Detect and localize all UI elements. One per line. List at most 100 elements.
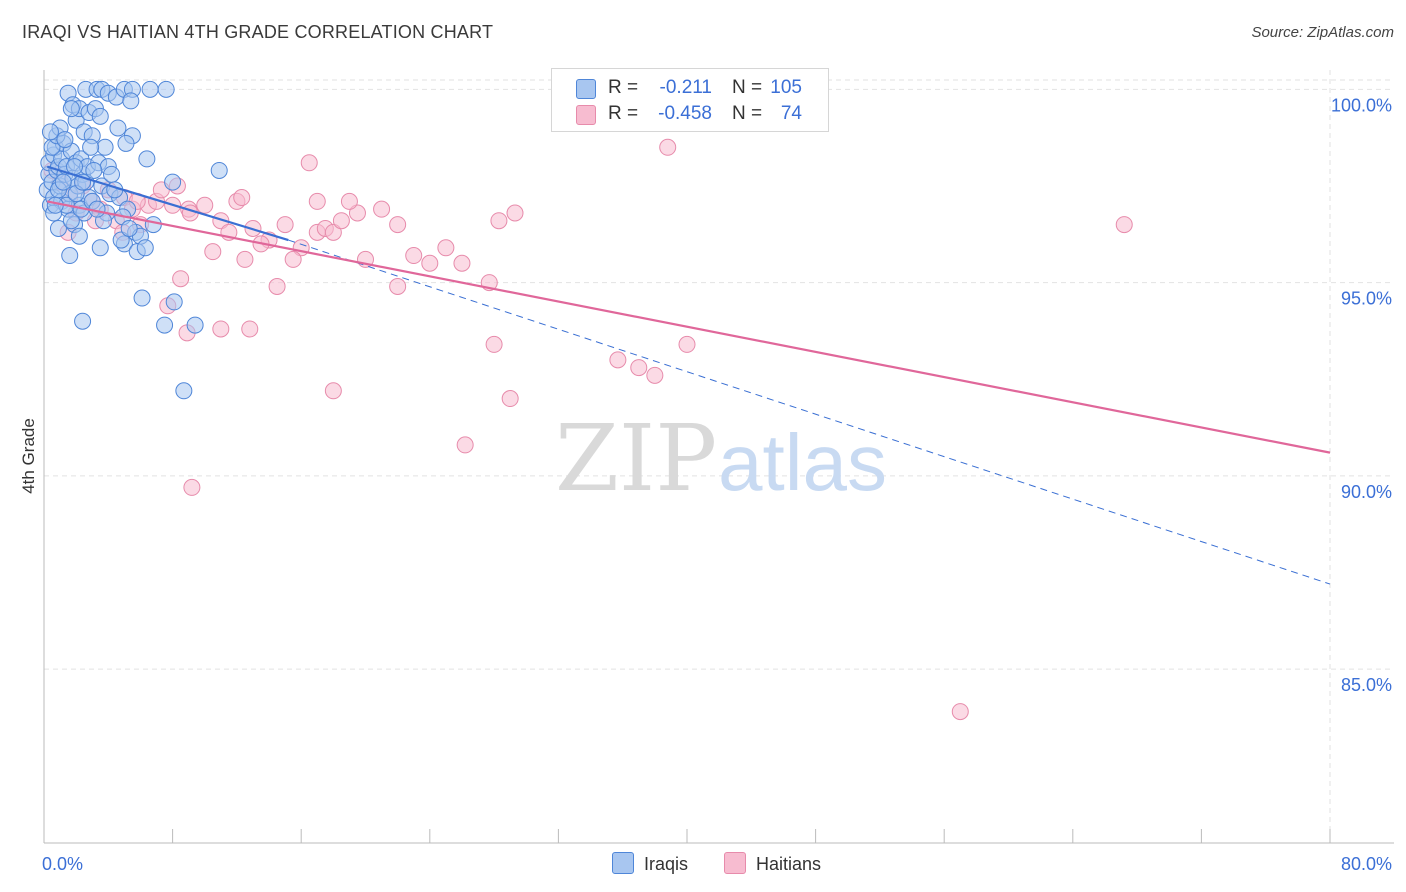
- iraqi-point: [122, 92, 140, 110]
- iraqi-point: [41, 123, 59, 141]
- haitian-point: [646, 366, 664, 384]
- haitian-point: [332, 212, 350, 230]
- haitian-swatch: [576, 105, 596, 125]
- haitian-point: [276, 216, 294, 234]
- iraqi-point: [96, 138, 114, 156]
- iraqi-point: [103, 165, 121, 183]
- chart-title: IRAQI VS HAITIAN 4TH GRADE CORRELATION C…: [22, 22, 494, 42]
- haitian-point: [609, 351, 627, 369]
- haitian-points: [43, 80, 1133, 721]
- bottom-legend-label: Haitians: [756, 854, 822, 874]
- y-tick-label: 85.0%: [1341, 675, 1392, 695]
- legend-n-value: 105: [770, 77, 802, 98]
- iraqi-point: [70, 227, 88, 245]
- iraqi-points: [38, 80, 228, 400]
- iraqi-point: [54, 173, 72, 191]
- haitian-point: [389, 216, 407, 234]
- iraqi-point: [175, 382, 193, 400]
- stats-legend: R = -0.211 N = 105 R = -0.458 N = 74: [551, 68, 829, 132]
- haitian-trend-line: [47, 200, 1331, 454]
- legend-r-value: -0.211: [659, 77, 712, 98]
- haitian-point: [506, 204, 524, 222]
- haitian-point: [437, 239, 455, 257]
- haitian-point: [421, 254, 439, 272]
- iraqi-point: [138, 150, 156, 168]
- watermark-atlas: atlas: [718, 418, 887, 507]
- haitian-point: [1115, 216, 1133, 234]
- haitian-point: [268, 277, 286, 295]
- iraqi-point: [62, 212, 80, 230]
- y-tick-label: 90.0%: [1341, 482, 1392, 502]
- axis-labels: 85.0% 90.0% 95.0% 100.0% 0.0% 80.0% 4th Grade: [19, 95, 1392, 874]
- haitian-point: [389, 277, 407, 295]
- bottom-legend-haitians: Haitians: [724, 852, 821, 875]
- iraqi-point: [85, 161, 103, 179]
- haitian-point: [212, 212, 230, 230]
- iraqi-point: [74, 312, 92, 330]
- iraqi-point: [133, 289, 151, 307]
- iraqi-point: [120, 219, 138, 237]
- y-axis-title: 4th Grade: [19, 418, 38, 494]
- haitian-point: [678, 335, 696, 353]
- haitian-point: [405, 247, 423, 265]
- haitian-point: [212, 320, 230, 338]
- iraqi-point: [144, 216, 162, 234]
- iraqi-point: [164, 173, 182, 191]
- iraqi-point: [186, 316, 204, 334]
- haitian-point: [324, 223, 342, 241]
- legend-n-value: 74: [780, 103, 802, 124]
- axes: [43, 70, 1394, 844]
- haitian-point: [196, 196, 214, 214]
- haitian-swatch: [724, 852, 746, 874]
- watermark-zip: ZIP: [555, 405, 717, 512]
- haitian-point: [241, 320, 259, 338]
- haitian-point: [348, 204, 366, 222]
- haitian-point: [308, 192, 326, 210]
- legend-row-iraqis: R = -0.211 N = 105: [552, 75, 828, 101]
- legend-r-label: R =: [608, 77, 639, 98]
- haitian-point: [172, 270, 190, 288]
- iraqi-point: [156, 316, 174, 334]
- haitian-point: [324, 382, 342, 400]
- x-tick-label: 80.0%: [1341, 854, 1392, 874]
- haitian-point: [490, 212, 508, 230]
- haitian-point: [456, 436, 474, 454]
- iraqi-point: [136, 239, 154, 257]
- haitian-point: [951, 703, 969, 721]
- y-tick-label: 100.0%: [1331, 95, 1392, 115]
- iraqi-point: [91, 239, 109, 257]
- source-label: Source: ZipAtlas.com: [1251, 24, 1394, 41]
- iraqi-point: [46, 196, 64, 214]
- legend-n-label: N =: [732, 77, 763, 98]
- legend-row-haitians: R = -0.458 N = 74: [552, 101, 828, 127]
- iraqi-point: [157, 80, 175, 98]
- y-tick-label: 95.0%: [1341, 289, 1392, 309]
- haitian-point: [340, 192, 358, 210]
- haitian-point: [659, 138, 677, 156]
- haitian-point: [373, 200, 391, 218]
- bottom-legend-label: Iraqis: [644, 854, 689, 874]
- iraqi-point: [82, 138, 100, 156]
- haitian-point: [284, 250, 302, 268]
- iraqi-swatch: [576, 79, 596, 99]
- haitian-point: [236, 250, 254, 268]
- iraqi-point: [56, 131, 74, 149]
- legend-r-label: R =: [608, 103, 639, 124]
- bottom-legend-iraqis: Iraqis: [612, 852, 688, 875]
- iraqi-point: [112, 231, 130, 249]
- iraqi-swatch: [612, 852, 634, 874]
- trend-lines: [46, 165, 1331, 585]
- iraqi-point: [49, 219, 67, 237]
- iraqi-trend-line: [46, 165, 289, 242]
- iraqi-point: [141, 80, 159, 98]
- haitian-point: [501, 390, 519, 408]
- iraqi-trend-extension: [288, 239, 1331, 585]
- haitian-point: [630, 359, 648, 377]
- haitian-point: [204, 243, 222, 261]
- haitian-point: [485, 335, 503, 353]
- iraqi-point: [91, 107, 109, 125]
- haitian-point: [453, 254, 471, 272]
- iraqi-point: [117, 134, 135, 152]
- iraqi-point: [165, 293, 183, 311]
